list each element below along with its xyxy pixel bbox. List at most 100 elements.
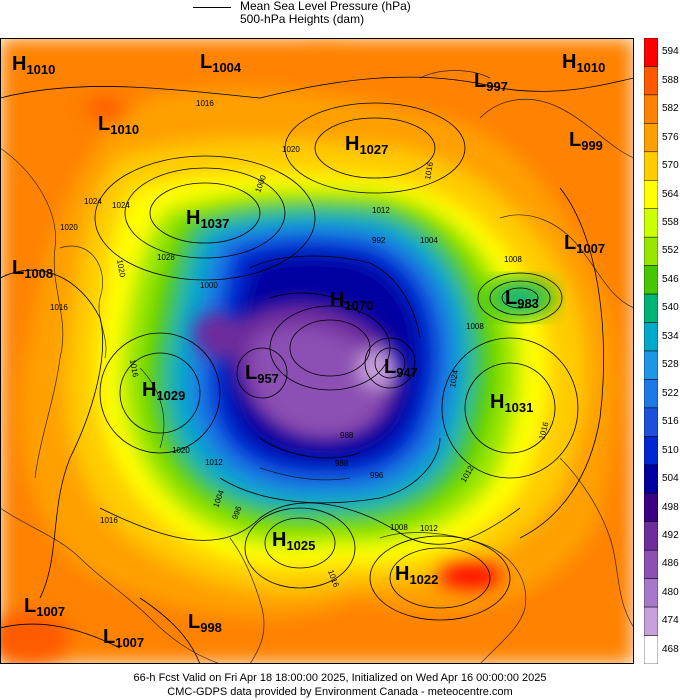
pressure-center-high: H1010 bbox=[562, 51, 605, 75]
isobar-label: 1020 bbox=[60, 223, 78, 232]
isobar-label: 1028 bbox=[157, 253, 175, 262]
isobar-label: 1008 bbox=[466, 322, 484, 331]
isobar-label: 1008 bbox=[390, 523, 408, 532]
isobar-label: 1004 bbox=[420, 236, 438, 245]
footer-credits: CMC-GDPS data provided by Environment Ca… bbox=[167, 686, 513, 698]
colorbar-level-label: 558 bbox=[662, 216, 679, 228]
isobar-label: 1020 bbox=[172, 446, 190, 455]
pressure-center-low: L997 bbox=[474, 70, 508, 94]
colorbar-level-label: 588 bbox=[662, 74, 679, 86]
isobar-label: 1000 bbox=[200, 281, 218, 290]
legend-title-heights: 500-hPa Heights (dam) bbox=[240, 12, 365, 26]
colorbar bbox=[644, 38, 658, 664]
colorbar-level-label: 564 bbox=[662, 188, 679, 200]
pressure-centers: H1010 L1004 L1010 H1027 L997 H1010 L999 … bbox=[12, 51, 605, 650]
colorbar-swatch bbox=[644, 265, 658, 295]
isobar-labels: 1016 1020 1024 1028 1020 1016 1020 1012 … bbox=[50, 99, 551, 589]
colorbar-swatch bbox=[644, 521, 658, 551]
eddy-l983 bbox=[482, 276, 558, 320]
colorbar-level-label: 504 bbox=[662, 473, 679, 485]
colorbar-swatch bbox=[644, 549, 658, 579]
colorbar-level-label: 528 bbox=[662, 359, 679, 371]
isobar-label: 1024 bbox=[448, 369, 460, 389]
pressure-center-low: L1007 bbox=[564, 232, 605, 256]
pressure-center-high: H1025 bbox=[272, 529, 315, 553]
pressure-center-high: H1010 bbox=[12, 53, 55, 77]
map-frame bbox=[0, 38, 634, 664]
isobar-label: 1016 bbox=[196, 99, 214, 108]
pressure-center-high: H1031 bbox=[490, 391, 533, 415]
isobar-label: 1008 bbox=[504, 255, 522, 264]
colorbar-swatch bbox=[644, 180, 658, 209]
colorbar-level-label: 486 bbox=[662, 558, 679, 570]
colorbar-swatch bbox=[644, 123, 658, 153]
isobar-label: 1024 bbox=[84, 197, 102, 206]
coastlines bbox=[0, 70, 634, 664]
colorbar-swatch bbox=[644, 578, 658, 608]
isobar-label: 988 bbox=[340, 431, 354, 440]
pressure-center-low: L983 bbox=[505, 287, 539, 311]
pressure-center-low: L999 bbox=[569, 129, 603, 153]
colorbar-swatch bbox=[644, 407, 658, 437]
colorbar-level-label: 510 bbox=[662, 444, 679, 456]
colorbar-swatch bbox=[644, 208, 658, 238]
pressure-center-low: L1007 bbox=[103, 626, 144, 650]
colorbar-level-label: 492 bbox=[662, 529, 679, 541]
colorbar-swatch bbox=[644, 38, 658, 67]
colorbar-level-label: 474 bbox=[662, 615, 679, 627]
pressure-center-low: L1007 bbox=[24, 595, 65, 619]
colorbar-level-label: 480 bbox=[662, 586, 679, 598]
isobar-label: 1024 bbox=[112, 201, 130, 210]
colorbar-level-label: 552 bbox=[662, 245, 679, 257]
colorbar-swatch bbox=[644, 236, 658, 266]
isobar-label: 1020 bbox=[115, 259, 127, 279]
isobar-label: 1012 bbox=[205, 458, 223, 467]
colorbar-level-label: 534 bbox=[662, 330, 679, 342]
weather-map: 1016 1020 1024 1028 1020 1016 1020 1012 … bbox=[0, 38, 634, 664]
colorbar-level-label: 576 bbox=[662, 131, 679, 143]
pressure-center-high: H1070 bbox=[330, 289, 373, 313]
colorbar-swatch bbox=[644, 350, 658, 380]
colorbar-swatch bbox=[644, 66, 658, 96]
isobar-label: 996 bbox=[230, 505, 243, 521]
trough-core bbox=[192, 300, 401, 445]
colorbar-swatch bbox=[644, 493, 658, 522]
colorbar-swatch bbox=[644, 606, 658, 636]
isobars bbox=[0, 76, 634, 664]
colorbar-swatch bbox=[644, 436, 658, 466]
isobar-label: 1016 bbox=[50, 303, 68, 312]
pressure-center-high: H1037 bbox=[186, 207, 229, 231]
pressure-center-low: L947 bbox=[384, 356, 418, 380]
pressure-center-low: L957 bbox=[245, 362, 279, 386]
colorbar-swatch bbox=[644, 379, 658, 409]
colorbar-level-label: 546 bbox=[662, 273, 679, 285]
colorbar-level-label: 582 bbox=[662, 103, 679, 115]
colorbar-level-label: 498 bbox=[662, 501, 679, 513]
pressure-center-low: L1010 bbox=[98, 113, 139, 137]
isobar-label: 1016 bbox=[423, 161, 435, 181]
legend-title-pressure: Mean Sea Level Pressure (hPa) bbox=[240, 0, 411, 13]
pressure-center-high: H1027 bbox=[345, 133, 388, 157]
colorbar-swatch bbox=[644, 635, 658, 664]
colorbar-level-label: 594 bbox=[662, 46, 679, 58]
isobar-label: 992 bbox=[372, 236, 386, 245]
colorbar-level-label: 570 bbox=[662, 160, 679, 172]
pressure-center-low: L1004 bbox=[200, 51, 242, 75]
colorbar-level-label: 468 bbox=[662, 643, 679, 655]
pressure-center-high: H1022 bbox=[395, 563, 438, 587]
isobar-label: 1012 bbox=[420, 524, 438, 533]
colorbar-swatch bbox=[644, 94, 658, 124]
isobar-label: 1016 bbox=[100, 516, 118, 525]
colorbar-swatch bbox=[644, 322, 658, 352]
height-field bbox=[0, 38, 634, 664]
colorbar-level-label: 516 bbox=[662, 416, 679, 428]
colorbar-level-label: 540 bbox=[662, 302, 679, 314]
pressure-center-low: L1008 bbox=[12, 257, 53, 281]
pressure-center-high: H1029 bbox=[142, 379, 185, 403]
colorbar-swatch bbox=[644, 293, 658, 323]
legend-line-sample bbox=[193, 7, 231, 8]
pressure-center-low: L998 bbox=[188, 611, 222, 635]
colorbar-level-label: 522 bbox=[662, 387, 679, 399]
footer-valid-time: 66-h Fcst Valid on Fri Apr 18 18:00:00 2… bbox=[133, 672, 547, 684]
isobar-label: 1016 bbox=[128, 359, 140, 379]
